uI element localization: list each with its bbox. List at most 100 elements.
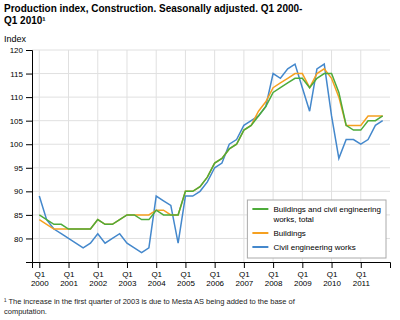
x-tick-mark: [215, 262, 216, 268]
y-tick-label: 105: [10, 117, 24, 126]
y-tick-label: 95: [14, 164, 23, 173]
x-tick-label: Q12005: [177, 270, 195, 288]
y-tick-label: 90: [14, 187, 23, 196]
text-line: works, total: [272, 215, 314, 224]
grid: [32, 50, 390, 262]
x-tick: Q12001: [60, 262, 78, 288]
x-tick-label: Q12001: [60, 270, 78, 288]
text-line: 2005: [177, 279, 195, 288]
chart: Production index, Construction. Seasonal…: [0, 0, 400, 320]
text-line: 2011: [353, 279, 371, 288]
grid-line-y: [32, 73, 390, 74]
x-tick-mark: [69, 262, 70, 268]
y-tick-mark: [26, 50, 32, 51]
y-label: Index: [4, 34, 27, 44]
legend-swatch: [252, 246, 268, 248]
grid-line-x: [185, 50, 186, 262]
x-tick-mark: [39, 262, 40, 268]
y-tick-mark: [26, 74, 32, 75]
x-tick: Q12000: [31, 262, 49, 288]
text-line: 2004: [148, 279, 166, 288]
x-tick: Q12006: [206, 262, 224, 288]
text-line: Q1: [181, 270, 192, 279]
y-tick: 105: [10, 117, 32, 126]
y-tick: 110: [10, 93, 32, 102]
legend-swatch: [252, 208, 268, 210]
text-line: 2008: [265, 279, 283, 288]
x-tick: Q12003: [119, 262, 137, 288]
series-line: [39, 69, 382, 229]
x-tick-mark: [244, 262, 245, 268]
legend: Buildings and civil engineeringworks, to…: [247, 200, 386, 258]
x-tick-mark: [185, 262, 186, 268]
x-tick-mark: [156, 262, 157, 268]
y-tick-label: 110: [10, 93, 23, 102]
y-tick-label: 120: [10, 46, 24, 55]
y-axis: 80 85 90 95 100 105 110 115 120: [10, 46, 33, 262]
x-tick: Q12004: [148, 262, 166, 288]
text-line: Q1: [239, 270, 250, 279]
x-tick-label: Q12007: [235, 270, 253, 288]
x-tick-mark: [332, 262, 333, 268]
y-tick: 90: [14, 187, 32, 196]
text-line: Q1: [64, 270, 75, 279]
grid-line-y: [32, 97, 390, 98]
text-line: 2001: [60, 279, 78, 288]
x-axis-line: [33, 263, 391, 269]
grid-line-x: [214, 50, 215, 262]
grid-line-x: [68, 50, 69, 262]
x-tick: Q12007: [235, 262, 253, 288]
x-tick: Q12005: [177, 262, 195, 288]
title: Production index, Construction. Seasonal…: [4, 3, 302, 26]
series-line: [39, 74, 382, 229]
y-tick-mark: [26, 97, 32, 98]
y-tick-mark: [26, 215, 32, 216]
text-line: Q1: [122, 270, 133, 279]
grid-line-x: [156, 50, 157, 262]
x-axis: Q12000Q12001Q12002Q12003Q12004Q12005Q120…: [31, 262, 391, 288]
y-tick-label: 100: [10, 140, 24, 149]
legend-frame: [247, 200, 386, 258]
legend-label: Buildings and civil engineeringworks, to…: [272, 205, 381, 224]
text-line: 2006: [206, 279, 224, 288]
y-tick: 80: [14, 235, 32, 244]
x-tick-mark: [127, 262, 128, 268]
y-tick-mark: [26, 191, 32, 192]
grid-line-x: [97, 50, 98, 262]
x-tick-mark: [273, 262, 274, 268]
y-tick-label: 85: [14, 211, 23, 220]
y-tick-mark: [26, 121, 32, 122]
text-line: 2009: [294, 279, 312, 288]
grid-line-y: [32, 191, 390, 192]
x-tick: Q12011: [353, 262, 371, 288]
grid-line-y: [32, 120, 390, 121]
text-line: computation.: [4, 307, 47, 316]
grid-line-x: [243, 50, 244, 262]
x-tick-label: Q12010: [323, 270, 341, 288]
text-line: Civil engineering works: [273, 243, 355, 252]
text-line: Q1: [327, 270, 338, 279]
text-line: Buildings and civil engineering: [273, 205, 381, 214]
y-tick: 100: [10, 140, 32, 149]
grid-line-y: [32, 167, 390, 168]
y-tick-label: 115: [10, 70, 23, 79]
y-tick-label: 80: [14, 235, 23, 244]
x-tick: Q12009: [294, 262, 312, 288]
x-tick-label: Q12011: [353, 270, 371, 288]
x-tick-mark: [98, 262, 99, 268]
x-tick-label: Q12002: [89, 270, 107, 288]
legend-label: Civil engineering works: [273, 243, 355, 252]
x-tick: Q12002: [89, 262, 107, 288]
text-line: 2007: [235, 279, 253, 288]
x-tick-label: Q12006: [206, 270, 224, 288]
y-tick-mark: [26, 144, 32, 145]
x-tick-mark: [361, 262, 362, 268]
text-line: Q1: [151, 270, 162, 279]
x-tick-label: Q12003: [119, 270, 137, 288]
text-line: Q1: [210, 270, 221, 279]
y-tick-mark: [26, 238, 32, 239]
footnote: ¹ The increase in the first quarter of 2…: [4, 297, 296, 316]
legend-swatch: [252, 232, 268, 234]
legend-label: Buildings: [273, 229, 305, 238]
y-tick: 120: [10, 46, 32, 55]
